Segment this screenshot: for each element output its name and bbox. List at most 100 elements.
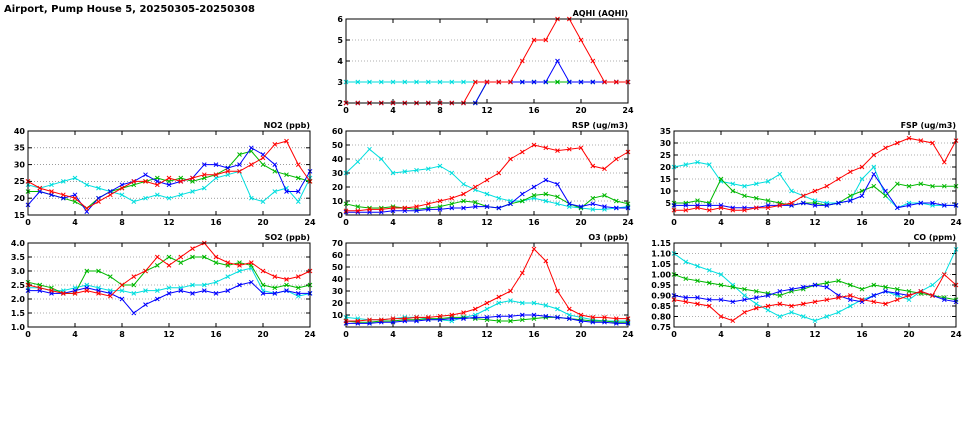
svg-text:30: 30 xyxy=(14,160,26,169)
svg-text:6: 6 xyxy=(337,15,343,24)
svg-text:20: 20 xyxy=(332,299,344,308)
svg-text:15: 15 xyxy=(660,175,672,184)
chart-title: AQHI (AQHI) xyxy=(573,9,628,18)
svg-text:35: 35 xyxy=(14,144,26,153)
svg-text:15: 15 xyxy=(14,211,26,220)
svg-text:16: 16 xyxy=(210,218,222,227)
chart-title: CO (ppm) xyxy=(913,233,956,242)
svg-text:24: 24 xyxy=(622,330,634,339)
series-red xyxy=(343,246,631,324)
svg-text:1.5: 1.5 xyxy=(11,309,26,318)
svg-text:1.15: 1.15 xyxy=(651,239,671,248)
svg-text:8: 8 xyxy=(437,106,443,115)
svg-text:20: 20 xyxy=(903,330,915,339)
svg-text:12: 12 xyxy=(809,218,820,227)
svg-text:8: 8 xyxy=(119,218,125,227)
svg-text:20: 20 xyxy=(575,106,587,115)
page-title: Airport, Pump House 5, 20250305-20250308 xyxy=(4,4,255,15)
x-tick-labels: 0 4 8 12 16 20 24 xyxy=(343,218,634,227)
svg-text:30: 30 xyxy=(332,169,344,178)
y-grid xyxy=(346,242,628,316)
svg-text:24: 24 xyxy=(622,106,634,115)
co-plot: 0.75 0.800.85 0.900.95 1.001.05 1.101.15 0 4 8 1… xyxy=(651,233,962,339)
svg-text:4: 4 xyxy=(718,218,724,227)
svg-text:20: 20 xyxy=(575,218,587,227)
series-blue xyxy=(25,279,313,316)
y-tick-labels: 15 20 25 30 35 40 xyxy=(14,127,26,220)
svg-text:0.80: 0.80 xyxy=(651,312,671,321)
x-tick-labels: 0 4 8 12 16 20 24 xyxy=(671,218,962,227)
x-ticks xyxy=(345,243,629,327)
svg-text:10: 10 xyxy=(332,311,344,320)
chart-title: RSP (ug/m3) xyxy=(572,121,628,130)
svg-text:50: 50 xyxy=(332,263,344,272)
series-green xyxy=(671,272,959,303)
svg-text:40: 40 xyxy=(332,155,344,164)
svg-text:16: 16 xyxy=(856,218,868,227)
svg-text:60: 60 xyxy=(332,251,344,260)
svg-text:24: 24 xyxy=(950,330,962,339)
svg-text:40: 40 xyxy=(332,275,344,284)
svg-text:8: 8 xyxy=(765,330,771,339)
svg-text:8: 8 xyxy=(437,218,443,227)
svg-text:4: 4 xyxy=(718,330,724,339)
svg-text:0: 0 xyxy=(343,218,349,227)
y-tick-labels: 2 3 4 5 6 xyxy=(337,15,343,108)
svg-text:1.00: 1.00 xyxy=(651,270,671,279)
plot-border xyxy=(673,242,957,328)
o3-chart: 10 20 30 40 50 60 70 0 4 8 12 16 20 24 O3 (ppb) xyxy=(318,230,634,346)
svg-text:60: 60 xyxy=(332,127,344,136)
svg-text:4: 4 xyxy=(390,330,396,339)
y-grid xyxy=(28,130,310,216)
fsp-plot: 5 10 15 20 25 30 35 0 4 8 12 16 20 24 FSP (ug/m3) xyxy=(660,121,962,227)
svg-text:12: 12 xyxy=(481,106,492,115)
y-tick-labels: 10 20 30 40 50 60 70 xyxy=(332,239,344,320)
x-tick-labels: 0 4 8 12 16 20 24 xyxy=(343,106,634,115)
svg-text:0: 0 xyxy=(343,106,349,115)
y-grid xyxy=(674,130,956,204)
plot-border xyxy=(27,130,311,216)
svg-text:4: 4 xyxy=(337,57,343,66)
svg-text:25: 25 xyxy=(660,151,672,160)
svg-text:50: 50 xyxy=(332,141,344,150)
svg-text:20: 20 xyxy=(14,194,26,203)
svg-text:5: 5 xyxy=(665,199,671,208)
svg-text:20: 20 xyxy=(332,183,344,192)
svg-text:24: 24 xyxy=(950,218,962,227)
y-tick-labels: 0 10 20 30 40 50 60 xyxy=(332,127,344,220)
x-tick-labels: 0 4 8 12 16 20 24 xyxy=(343,330,634,339)
svg-text:30: 30 xyxy=(660,139,672,148)
x-ticks xyxy=(673,243,957,327)
fsp-chart: 5 10 15 20 25 30 35 0 4 8 12 16 20 24 FSP (ug/m3) xyxy=(646,118,962,234)
svg-text:20: 20 xyxy=(660,163,672,172)
svg-text:0: 0 xyxy=(671,330,677,339)
svg-text:1.0: 1.0 xyxy=(11,323,26,332)
svg-text:24: 24 xyxy=(304,218,316,227)
svg-text:0.90: 0.90 xyxy=(651,291,671,300)
y-tick-labels: 5 10 15 20 25 30 35 xyxy=(660,127,672,208)
svg-text:12: 12 xyxy=(809,330,820,339)
svg-text:30: 30 xyxy=(332,287,344,296)
plot-border xyxy=(345,18,629,104)
series-red xyxy=(671,272,959,324)
svg-text:2: 2 xyxy=(337,99,343,108)
y-tick-labels: 1.0 1.5 2.0 2.5 3.0 3.5 4.0 xyxy=(11,239,26,332)
svg-text:1.10: 1.10 xyxy=(651,249,671,258)
svg-text:1.05: 1.05 xyxy=(651,260,671,269)
svg-text:5: 5 xyxy=(337,36,343,45)
svg-text:24: 24 xyxy=(622,218,634,227)
svg-text:3.0: 3.0 xyxy=(11,267,26,276)
y-tick-labels: 0.75 0.800.85 0.900.95 1.001.05 1.101.15 xyxy=(651,239,671,332)
y-grid xyxy=(346,18,628,104)
svg-text:24: 24 xyxy=(304,330,316,339)
svg-text:20: 20 xyxy=(257,218,269,227)
svg-text:4.0: 4.0 xyxy=(11,239,26,248)
svg-text:20: 20 xyxy=(575,330,587,339)
svg-text:4: 4 xyxy=(390,106,396,115)
chart-title: NO2 (ppb) xyxy=(264,121,310,130)
chart-title: O3 (ppb) xyxy=(588,233,628,242)
svg-text:0.85: 0.85 xyxy=(651,302,671,311)
svg-text:8: 8 xyxy=(765,218,771,227)
so2-chart: 1.0 1.5 2.0 2.5 3.0 3.5 4.0 0 4 8 12 16 20 24 SO2 (ppb… xyxy=(0,230,316,346)
